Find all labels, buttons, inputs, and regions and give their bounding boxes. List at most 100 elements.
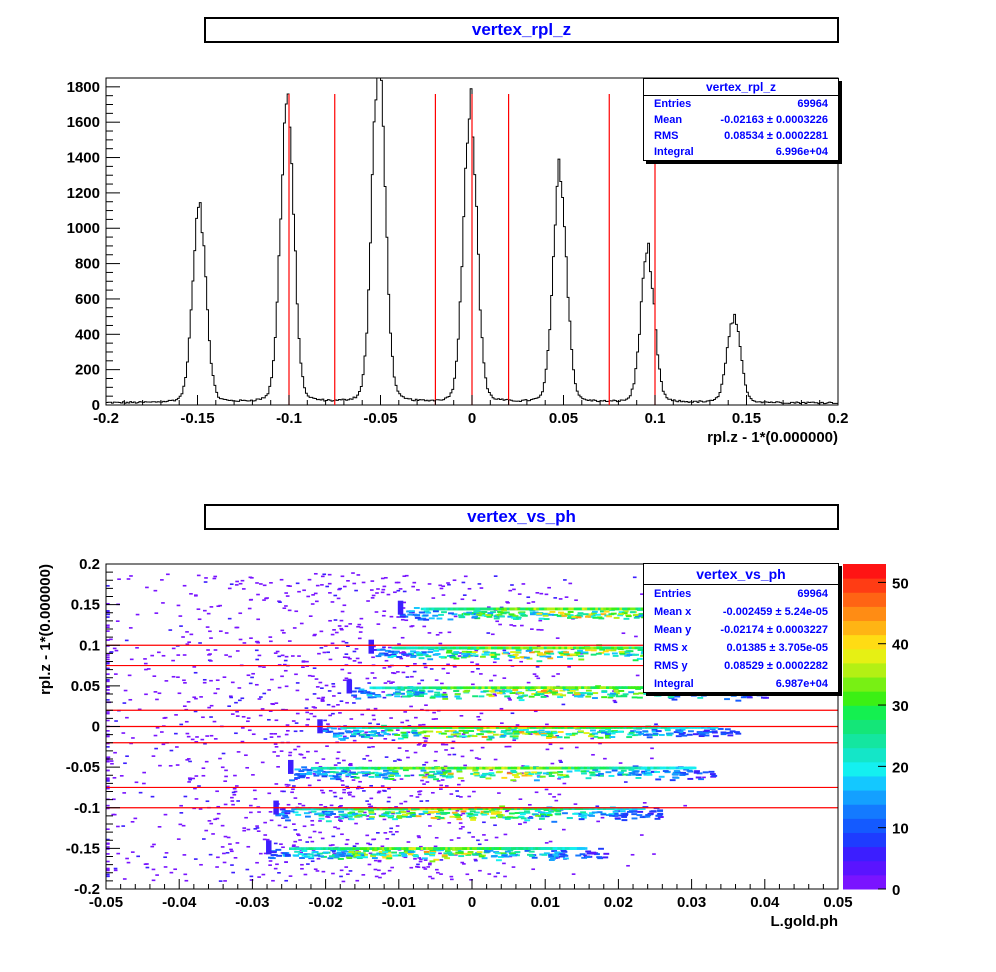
heatmap-cell [430, 850, 437, 853]
heatmap-cell [413, 858, 417, 860]
heatmap-cell [544, 593, 549, 596]
heatmap-cell [626, 654, 633, 656]
heatmap-cell [235, 650, 240, 652]
heatmap-cell [122, 792, 127, 794]
heatmap-cell [126, 861, 131, 864]
heatmap-cell [347, 794, 352, 796]
heatmap-cell [448, 729, 455, 732]
heatmap-cell [109, 760, 114, 762]
heatmap-cell [258, 665, 262, 668]
heatmap-cell [650, 770, 657, 773]
heatmap-cell [316, 852, 323, 855]
heatmap-cell [227, 587, 232, 590]
heatmap-cell [257, 811, 261, 813]
heatmap-cell [106, 757, 110, 759]
heatmap-cell [384, 756, 389, 758]
heatmap-cell [106, 602, 110, 605]
heatmap-cell [338, 857, 344, 860]
heatmap-cell [374, 611, 379, 613]
heatmap-cell [499, 615, 505, 618]
heatmap-cell [455, 795, 460, 797]
heatmap-cell [574, 599, 578, 602]
heatmap-cell [467, 852, 473, 855]
heatmap-cell [387, 816, 394, 819]
heatmap-cell [186, 701, 191, 703]
heatmap-cell [574, 615, 581, 618]
heatmap-cell [346, 815, 353, 818]
heatmap-cell [109, 638, 113, 641]
heatmap-cell [735, 699, 742, 702]
x-tick-label: -0.15 [180, 410, 214, 427]
heatmap-cell [325, 814, 332, 816]
heatmap-cell [437, 693, 444, 696]
heatmap-cell [255, 827, 260, 829]
heatmap-cell [529, 609, 536, 612]
heatmap-cell [534, 650, 541, 653]
heatmap-cell [377, 790, 382, 793]
heatmap-cell [125, 857, 129, 860]
heatmap-cell [550, 857, 556, 860]
heatmap-cell [395, 854, 402, 857]
heatmap-cell [555, 735, 560, 737]
heatmap-cell [169, 871, 174, 874]
heatmap-cell [399, 802, 403, 805]
heatmap-cell [354, 822, 358, 825]
heatmap-cell [216, 856, 220, 859]
heatmap-cell [106, 662, 110, 665]
heatmap-cell [607, 696, 614, 699]
heatmap-cell [361, 814, 367, 817]
heatmap-cell [358, 854, 365, 856]
heatmap-cell [427, 730, 434, 733]
heatmap-cell [294, 610, 299, 613]
heatmap-cell [365, 677, 370, 680]
heatmap-cell [368, 775, 375, 778]
heatmap-cell [218, 604, 223, 607]
heatmap-cell [186, 758, 191, 760]
heatmap-cell [320, 837, 325, 840]
heatmap-cell [229, 848, 233, 851]
heatmap-cell [410, 654, 417, 657]
heatmap-cell [703, 734, 710, 737]
heatmap-cell [629, 772, 636, 775]
heatmap-cell [406, 690, 413, 693]
heatmap-cell [279, 808, 286, 811]
heatmap-cell [232, 787, 237, 790]
heatmap-cell [129, 658, 134, 661]
heatmap-cell [462, 729, 469, 732]
heatmap-cell [527, 816, 534, 819]
heatmap-cell [484, 651, 490, 654]
heatmap-cell [489, 679, 494, 682]
heatmap-cell [451, 811, 458, 814]
heatmap-cell [544, 730, 551, 733]
heatmap-cell [406, 841, 411, 843]
heatmap-cell [318, 855, 324, 858]
heatmap-cell [144, 668, 148, 671]
heatmap-cell [592, 768, 599, 771]
heatmap-cell [385, 694, 392, 697]
heatmap-cell [669, 779, 676, 782]
heatmap-cell [130, 851, 135, 853]
stats-value: 6.987e+04 [775, 678, 828, 690]
heatmap-cell [384, 811, 391, 814]
heatmap-cell [595, 805, 600, 808]
heatmap-cell [129, 742, 133, 745]
heatmap-cell [222, 861, 227, 864]
bottom-stats-row: Integral 6.987e+04 [644, 675, 838, 693]
heatmap-cell [415, 865, 419, 868]
heatmap-cell [439, 788, 443, 790]
heatmap-cell [664, 729, 671, 732]
heatmap-cell [288, 759, 294, 774]
heatmap-cell [562, 828, 566, 831]
heatmap-cell [462, 863, 466, 865]
heatmap-cell [356, 574, 361, 576]
heatmap-cell [493, 617, 500, 620]
heatmap-cell [434, 718, 438, 720]
heatmap-cell [422, 662, 427, 665]
heatmap-cell [380, 591, 385, 594]
heatmap-cell [683, 768, 690, 771]
heatmap-cell [460, 598, 465, 601]
heatmap-cell [378, 876, 382, 879]
heatmap-cell [578, 658, 585, 661]
heatmap-cell [630, 853, 635, 856]
heatmap-cell [370, 597, 375, 599]
